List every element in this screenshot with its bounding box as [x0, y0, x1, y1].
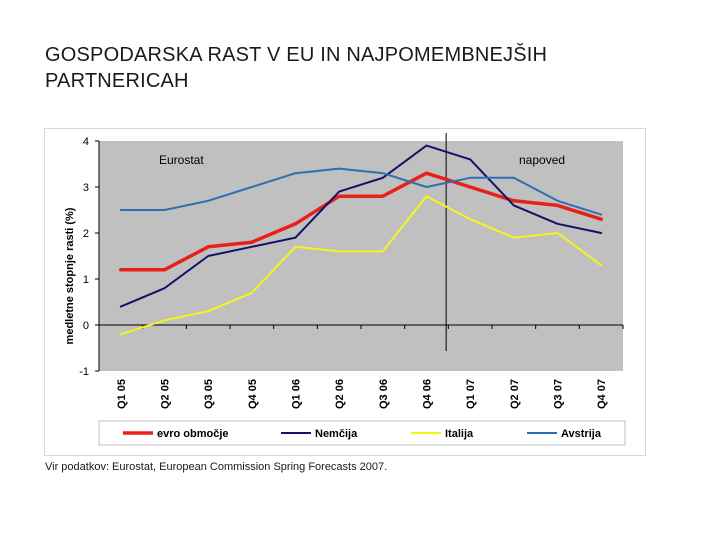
plot-area [99, 141, 623, 371]
growth-line-chart: -1 0 1 2 3 4 Q1 05 Q2 05 Q3 05 Q4 05 Q1 06 Q2 06 Q3 … [64, 133, 626, 446]
series-line-0 [119, 171, 603, 272]
x-tick-label: Q1 06 [291, 379, 303, 409]
y-tick-label: 3 [83, 182, 89, 194]
x-tick-label: Q1 05 [116, 379, 128, 409]
slide-title: GOSPODARSKA RAST V EU IN NAJPOMEMBNEJŠIH… [45, 42, 645, 94]
y-axis-title: medletne stopnje rasti (%) [64, 207, 76, 344]
legend-label-0: evro območje [157, 428, 229, 440]
slide-title-line-2: PARTNERICAH [45, 70, 189, 92]
series-line-2 [119, 195, 603, 336]
napoved-label: napoved [519, 153, 565, 167]
eurostat-label: Eurostat [159, 153, 204, 167]
y-tick-label: 0 [83, 320, 89, 332]
source-note: Vir podatkov: Eurostat, European Commiss… [45, 461, 388, 473]
x-tick-label: Q1 07 [465, 379, 477, 409]
x-tick-label: Q3 06 [378, 379, 390, 409]
slide-title-line-1: GOSPODARSKA RAST V EU IN NAJPOMEMBNEJŠIH [45, 44, 548, 66]
x-tick-label: Q4 07 [596, 379, 608, 409]
y-tick-label: 1 [83, 274, 89, 286]
x-tick-label: Q2 06 [334, 379, 346, 409]
y-tick-label: 2 [83, 228, 89, 240]
x-tick-label: Q3 07 [553, 379, 565, 409]
x-tick-label: Q2 05 [160, 379, 172, 409]
x-tick-label: Q4 06 [422, 379, 434, 409]
series-line-3 [119, 167, 603, 216]
y-tick-label: 4 [83, 136, 89, 148]
legend-label-2: Italija [445, 428, 474, 440]
x-tick-label: Q3 05 [203, 379, 215, 409]
legend-label-1: Nemčija [315, 428, 358, 440]
legend-label-3: Avstrija [561, 428, 602, 440]
series-line-1 [119, 144, 603, 308]
x-tick-label: Q2 07 [509, 379, 521, 409]
x-tick-label: Q4 05 [247, 379, 259, 409]
y-tick-label: -1 [79, 366, 89, 378]
chart-frame: -1 0 1 2 3 4 Q1 05 Q2 05 Q3 05 Q4 05 Q1 06 Q2 06 Q3 … [44, 128, 646, 456]
